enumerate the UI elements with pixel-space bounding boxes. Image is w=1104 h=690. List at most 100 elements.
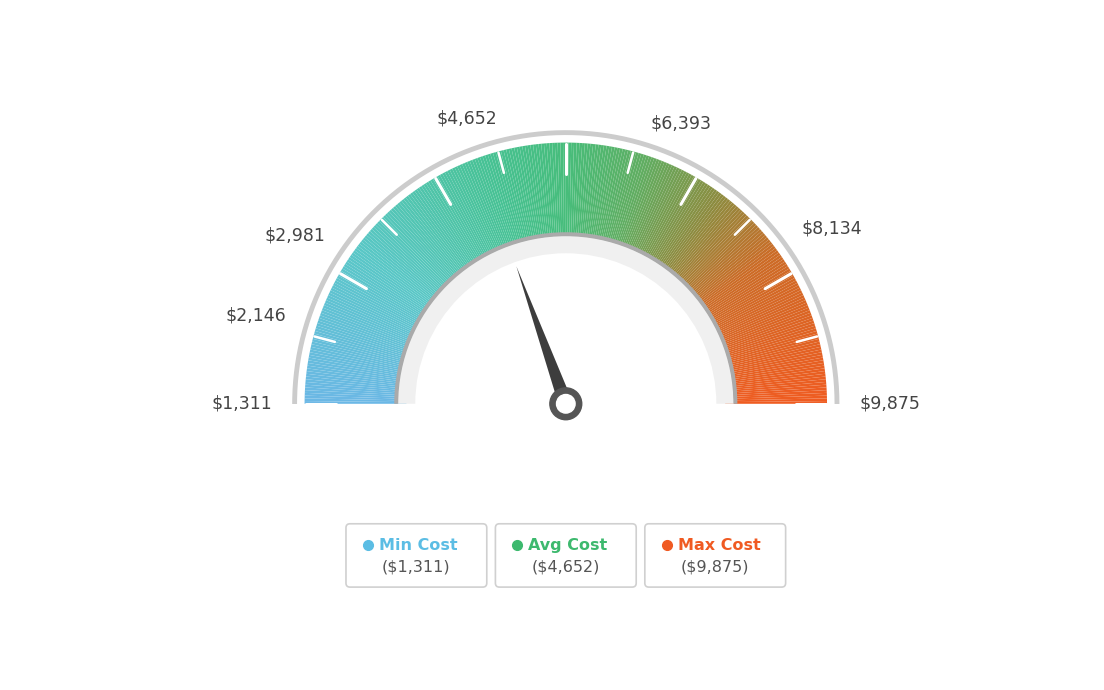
Wedge shape: [654, 186, 712, 272]
Wedge shape: [590, 146, 607, 246]
Wedge shape: [614, 155, 647, 253]
Wedge shape: [351, 253, 436, 313]
Wedge shape: [724, 384, 827, 394]
Wedge shape: [416, 188, 476, 273]
Text: $9,875: $9,875: [859, 395, 920, 413]
Wedge shape: [323, 303, 418, 344]
Wedge shape: [725, 401, 827, 404]
Wedge shape: [584, 144, 598, 246]
Wedge shape: [714, 310, 810, 348]
Wedge shape: [498, 151, 527, 250]
Wedge shape: [383, 215, 456, 290]
Wedge shape: [703, 270, 792, 324]
Wedge shape: [522, 146, 541, 246]
FancyBboxPatch shape: [346, 524, 487, 587]
Wedge shape: [482, 155, 517, 253]
Wedge shape: [711, 295, 805, 339]
Wedge shape: [676, 215, 749, 290]
Wedge shape: [719, 331, 817, 361]
Wedge shape: [672, 210, 743, 286]
Wedge shape: [602, 150, 628, 249]
Wedge shape: [305, 387, 406, 395]
Wedge shape: [630, 165, 675, 259]
Text: $4,652: $4,652: [436, 110, 497, 128]
Wedge shape: [724, 374, 826, 387]
Wedge shape: [373, 225, 449, 296]
Wedge shape: [705, 278, 796, 328]
Wedge shape: [319, 315, 416, 351]
Wedge shape: [702, 268, 790, 323]
Wedge shape: [707, 280, 797, 330]
Wedge shape: [546, 143, 555, 245]
Wedge shape: [360, 241, 440, 306]
Wedge shape: [428, 180, 484, 268]
Wedge shape: [347, 259, 433, 317]
Wedge shape: [688, 235, 767, 302]
Wedge shape: [644, 176, 697, 266]
Wedge shape: [306, 377, 407, 388]
Wedge shape: [666, 201, 732, 281]
Wedge shape: [713, 303, 808, 344]
Wedge shape: [326, 297, 421, 340]
Wedge shape: [650, 181, 705, 269]
Wedge shape: [465, 162, 506, 257]
Wedge shape: [716, 320, 815, 355]
Wedge shape: [440, 174, 490, 264]
Wedge shape: [316, 326, 414, 357]
Wedge shape: [385, 213, 457, 288]
Wedge shape: [686, 231, 764, 299]
Wedge shape: [415, 253, 716, 404]
Wedge shape: [395, 204, 463, 283]
Wedge shape: [723, 363, 825, 380]
Wedge shape: [567, 143, 571, 244]
Wedge shape: [675, 213, 746, 288]
Wedge shape: [340, 270, 428, 324]
Wedge shape: [463, 163, 505, 257]
Wedge shape: [410, 193, 473, 276]
Wedge shape: [550, 143, 558, 245]
Wedge shape: [558, 143, 562, 244]
Wedge shape: [453, 168, 498, 260]
Wedge shape: [305, 401, 406, 404]
Wedge shape: [393, 206, 461, 284]
Wedge shape: [435, 176, 488, 266]
Wedge shape: [422, 185, 479, 271]
Wedge shape: [477, 157, 513, 254]
Wedge shape: [467, 161, 507, 256]
Wedge shape: [665, 199, 730, 280]
Wedge shape: [431, 179, 485, 268]
Wedge shape: [328, 293, 422, 337]
Wedge shape: [657, 189, 718, 274]
Wedge shape: [379, 219, 453, 293]
Wedge shape: [350, 255, 435, 314]
Wedge shape: [561, 143, 564, 244]
Wedge shape: [722, 349, 821, 373]
Wedge shape: [724, 368, 825, 384]
Wedge shape: [715, 313, 811, 350]
Wedge shape: [629, 164, 672, 258]
Wedge shape: [358, 244, 439, 308]
Wedge shape: [361, 239, 442, 305]
Wedge shape: [397, 203, 464, 282]
Wedge shape: [363, 237, 443, 304]
Wedge shape: [375, 223, 450, 295]
Wedge shape: [354, 248, 438, 310]
Wedge shape: [664, 197, 728, 279]
Wedge shape: [407, 194, 470, 277]
Wedge shape: [583, 144, 596, 246]
Wedge shape: [307, 368, 407, 384]
Wedge shape: [708, 285, 799, 333]
Wedge shape: [305, 384, 407, 394]
Wedge shape: [723, 360, 824, 379]
Wedge shape: [647, 179, 701, 268]
Wedge shape: [447, 170, 495, 262]
Wedge shape: [573, 143, 580, 245]
Wedge shape: [720, 333, 818, 362]
Wedge shape: [333, 283, 425, 331]
Wedge shape: [599, 148, 623, 248]
Wedge shape: [357, 246, 439, 308]
Text: Avg Cost: Avg Cost: [528, 538, 607, 553]
Wedge shape: [611, 153, 641, 251]
Wedge shape: [684, 229, 762, 298]
Wedge shape: [723, 366, 825, 382]
